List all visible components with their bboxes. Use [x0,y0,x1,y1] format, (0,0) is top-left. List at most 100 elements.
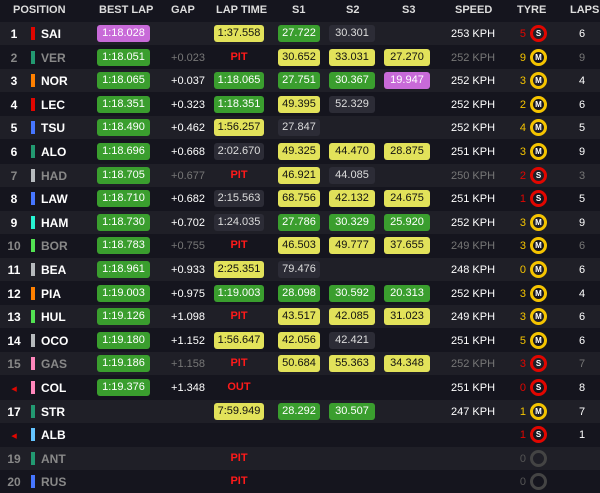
position-number: 3 [10,74,18,89]
sector-1-cell: 79.476 [278,261,320,278]
medium-tyre-icon: M [530,237,547,255]
driver-row-sai[interactable]: 1 SAI 1:18.028 1:37.558 27.722 30.301 253 KPH 5… [0,22,600,45]
laps-value: 9 [578,146,586,158]
driver-row-nor[interactable]: 3 NOR 1:18.065 +0.037 1:18.065 27.751 30.367 19… [0,69,600,93]
laps-value: 8 [578,382,586,394]
driver-row-alo[interactable]: 6 ALO 1:18.696 +0.668 2:02.670 49.325 44.470 28… [0,140,600,163]
driver-row-law[interactable]: 8 LAW 1:18.710 +0.682 2:15.563 68.756 42.132 24… [0,187,600,211]
driver-row-hul[interactable]: 13 HUL 1:19.126 +1.098 PIT 43.517 42.085 31.023… [0,305,600,329]
header-s2: S2 [346,4,360,16]
lap-time-cell: 1:18.065 [214,72,264,90]
medium-tyre-icon: M [530,402,547,420]
lap-time-cell: 1:18.351 [214,95,264,113]
sector-1-cell: 49.325 [278,143,320,160]
tyre-age: 2 [519,169,526,182]
driver-row-gas[interactable]: 15 GAS 1:19.186 +1.158 PIT 50.684 55.363 34.348… [0,352,600,376]
team-color-bar [31,168,35,182]
lap-time-cell: PIT [230,50,248,63]
driver-row-pia[interactable]: 12 PIA 1:19.003 +0.975 1:19.003 28.098 30.592 2… [0,281,600,305]
timing-tower: POSITION BEST LAP GAP LAP TIME S1 S2 S3 … [0,4,600,491]
sector-1-cell: 68.756 [278,190,320,208]
best-lap-cell: 1:18.783 [97,237,150,255]
driver-row-bor[interactable]: 10 BOR 1:18.783 +0.755 PIT 46.503 49.777 37.655… [0,234,600,258]
soft-tyre-icon: S [530,190,547,208]
driver-row-oco[interactable]: 14 OCO 1:19.180 +1.152 1:56.647 42.056 42.421 2… [0,328,600,352]
sector-3-cell: 34.348 [384,355,430,373]
laps-value: 5 [578,122,586,135]
sector-2-cell: 49.777 [329,237,375,255]
medium-tyre-icon: M [530,331,547,349]
driver-row-ant[interactable]: 19 ANT PIT 0 [0,446,600,470]
position-indicator-icon: ◂ [11,383,17,395]
team-color-bar [31,404,35,418]
speed-value: 249 KPH [451,240,496,253]
sector-3-cell: 28.875 [384,143,430,160]
sector-3-cell: 20.313 [384,284,430,302]
team-color-bar [31,475,35,489]
driver-code: LEC [41,97,65,112]
driver-row-tsu[interactable]: 5 TSU 1:18.490 +0.462 1:56.257 27.847 252 KPH 4… [0,116,600,140]
sector-2-cell: 44.085 [329,166,375,184]
medium-tyre-icon: M [530,213,547,231]
lap-time-cell: 1:37.558 [214,25,264,42]
position-number: 9 [10,215,18,230]
tyre-age: 5 [519,334,526,347]
position-number: 12 [7,286,21,301]
driver-row-had[interactable]: 7 HAD 1:18.705 +0.677 PIT 46.921 44.085 250 KPH… [0,163,600,187]
best-lap-cell: 1:18.490 [97,119,150,137]
best-lap-cell: 1:18.696 [97,143,150,160]
speed-value: 253 KPH [451,28,496,40]
driver-row-col[interactable]: ◂ COL 1:19.376 +1.348 OUT 251 KPH 0 S 8 [0,376,600,399]
sector-2-cell: 33.031 [329,48,375,66]
tyre-age: 3 [519,240,526,253]
lap-time-cell: PIT [230,451,248,464]
gap-value: +1.348 [171,382,205,394]
gap-value: +1.158 [171,358,205,371]
medium-tyre-icon: M [530,261,547,278]
speed-value: 250 KPH [451,169,496,182]
driver-row-lec[interactable]: 4 LEC 1:18.351 +0.323 1:18.351 49.395 52.329 25… [0,92,600,116]
best-lap-cell: 1:19.376 [97,379,150,396]
sector-3-cell: 24.675 [384,190,430,208]
gap-value: +0.323 [171,98,205,111]
driver-code: HUL [41,310,66,325]
sector-2-cell: 42.132 [329,190,375,208]
driver-row-ver[interactable]: 2 VER 1:18.051 +0.023 PIT 30.652 33.031 27.270 2… [0,45,600,69]
speed-value: 251 KPH [451,382,496,394]
position-number: 8 [10,192,18,207]
sector-1-cell: 27.786 [278,213,320,231]
driver-row-bea[interactable]: 11 BEA 1:18.961 +0.933 2:25.351 79.476 248 KPH… [0,258,600,281]
team-color-bar [31,310,35,324]
tyre-age: 0 [519,476,526,489]
laps-value: 6 [578,240,586,253]
team-color-bar [31,239,35,253]
position-number: 17 [7,404,21,419]
laps-value: 7 [578,405,586,418]
driver-row-ham[interactable]: 9 HAM 1:18.730 +0.702 1:24.035 27.786 30.329 25… [0,210,600,234]
gap-value: +0.668 [171,146,205,158]
tyre-age: 1 [519,193,526,206]
sector-1-cell: 43.517 [278,308,320,326]
lap-time-cell: PIT [230,310,248,323]
best-lap-cell: 1:19.126 [97,308,150,326]
driver-row-alb[interactable]: ◂ ALB 1 S 1 [0,423,600,447]
laps-value: 4 [578,75,586,88]
sector-1-cell: 27.722 [278,25,320,42]
team-color-bar [31,27,35,40]
laps-value: 3 [578,169,586,182]
driver-code: VER [41,50,66,65]
driver-row-str[interactable]: 17 STR 7:59.949 28.292 30.507 247 KPH 1 M 7 [0,399,600,423]
lap-time-cell: 7:59.949 [214,402,264,420]
laps-value: 6 [578,334,586,347]
header-laps: LAPS [570,4,600,16]
tyre-age: 3 [519,287,526,300]
best-lap-cell: 1:19.180 [97,331,150,349]
position-number: 5 [10,121,18,136]
position-number: 2 [10,50,18,65]
soft-tyre-icon: S [530,426,547,444]
driver-code: BEA [41,263,67,277]
speed-value: 252 KPH [451,358,496,371]
driver-row-rus[interactable]: 20 RUS PIT 0 [0,470,600,493]
position-number: 6 [10,145,18,159]
medium-tyre-icon: M [530,95,547,113]
